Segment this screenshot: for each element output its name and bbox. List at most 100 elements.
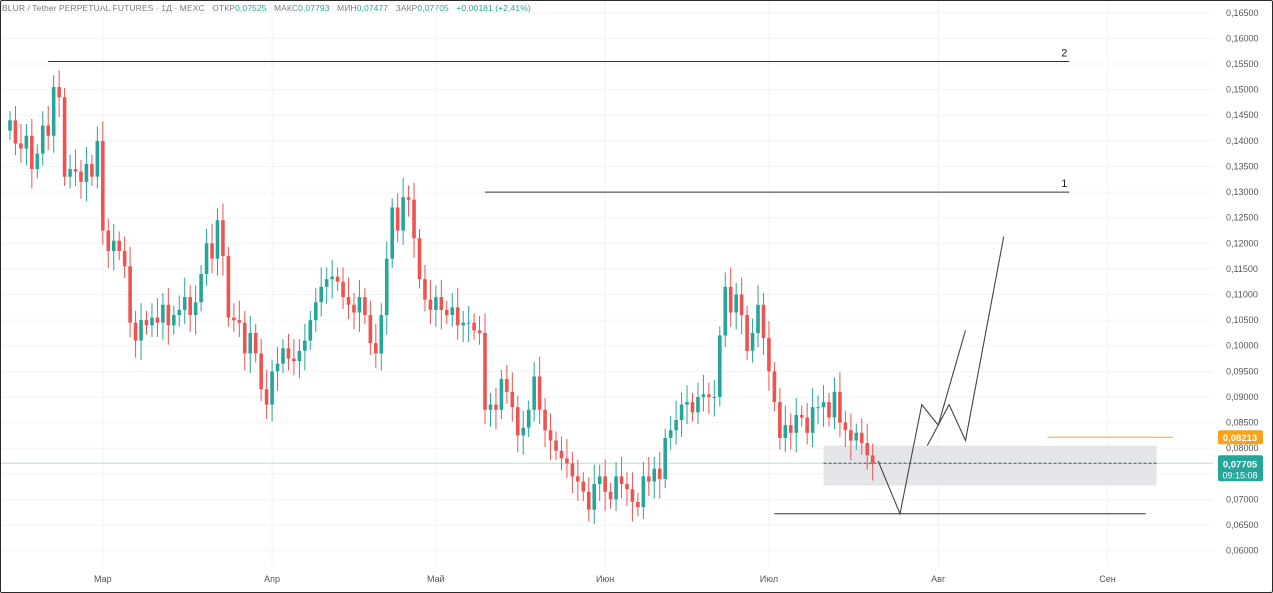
candle-body xyxy=(450,307,455,316)
candle-body xyxy=(384,258,389,316)
candle-body xyxy=(308,320,313,341)
last-price-tag xyxy=(1218,455,1263,482)
candle-body xyxy=(849,430,853,441)
candle-body xyxy=(570,463,575,477)
candle-body xyxy=(679,404,684,421)
candle-body xyxy=(499,379,504,410)
x-axis-tick: Авг xyxy=(931,574,946,584)
candle-body xyxy=(24,135,29,149)
candle-body xyxy=(84,163,89,182)
candle-body xyxy=(526,409,531,428)
x-axis-tick: Июл xyxy=(760,574,778,584)
candle-body xyxy=(745,315,749,351)
candle-body xyxy=(767,338,771,372)
candle-body xyxy=(199,274,203,303)
projection-path-2 xyxy=(926,236,1005,446)
candle-body xyxy=(477,330,482,333)
projection-path xyxy=(877,330,967,516)
candle-body xyxy=(532,376,536,410)
candle-body xyxy=(565,458,569,464)
candle-body xyxy=(155,317,160,323)
candle-body xyxy=(505,379,509,392)
candle-body xyxy=(346,297,351,305)
candle-body xyxy=(330,276,334,280)
candle-body xyxy=(603,476,607,492)
candle-body xyxy=(275,363,280,372)
candle-body xyxy=(559,450,564,459)
y-axis-tick: 0,06000 xyxy=(1226,546,1259,556)
candle-body xyxy=(592,484,597,510)
candle-body xyxy=(543,409,547,431)
y-axis-tick: 0,10500 xyxy=(1226,315,1259,325)
candle-body xyxy=(515,407,520,436)
candle-body xyxy=(390,207,394,259)
candle-body xyxy=(701,394,706,397)
candle-body xyxy=(150,317,154,326)
candle-body xyxy=(581,481,586,492)
candle-body xyxy=(718,335,722,397)
candle-body xyxy=(35,153,40,170)
support-zone xyxy=(823,445,1157,486)
candle-body xyxy=(799,414,804,418)
candle-body xyxy=(537,376,542,410)
close-value: 0,07705 xyxy=(417,3,449,13)
candle-body xyxy=(445,309,449,316)
candle-body xyxy=(79,171,83,182)
candle-body xyxy=(690,402,695,413)
candle-body xyxy=(259,353,263,390)
candle-body xyxy=(297,350,302,362)
candle-body xyxy=(455,307,460,326)
y-axis-tick: 0,13500 xyxy=(1226,161,1259,171)
candle-body xyxy=(810,407,815,433)
candle-body xyxy=(193,302,198,316)
candle-body xyxy=(237,320,242,323)
candle-body xyxy=(379,315,384,354)
candle-body xyxy=(51,87,56,136)
candle-body xyxy=(221,220,225,257)
candle-body xyxy=(712,396,717,398)
candle-body xyxy=(363,297,367,316)
alert-price-label: 0,08213 xyxy=(1223,433,1257,444)
candle-body xyxy=(374,343,378,354)
y-axis-tick: 0,12000 xyxy=(1226,238,1259,248)
candle-body xyxy=(838,391,842,423)
candle-body xyxy=(772,371,777,403)
candle-body xyxy=(341,281,345,298)
low-value: 0,07477 xyxy=(356,3,389,13)
candle-body xyxy=(428,299,433,310)
last-price-label: 0,07705 xyxy=(1223,459,1258,470)
y-axis-tick: 0,11500 xyxy=(1226,264,1258,274)
close-label: ЗАКР xyxy=(395,3,418,13)
candle-body xyxy=(794,414,799,433)
x-axis-tick: Май xyxy=(427,574,445,584)
countdown-label: 09:15:08 xyxy=(1222,470,1257,480)
candle-body xyxy=(73,169,78,172)
candle-body xyxy=(674,420,678,431)
level-label: 2 xyxy=(1061,47,1067,59)
candle-body xyxy=(423,279,427,300)
candle-body xyxy=(619,476,624,485)
candle-body xyxy=(728,286,733,313)
candle-body xyxy=(614,476,618,500)
y-axis-tick: 0,14000 xyxy=(1226,136,1259,146)
candle-body xyxy=(62,97,67,177)
candle-body xyxy=(521,427,526,436)
y-axis-tick: 0,11000 xyxy=(1226,290,1258,300)
candle-body xyxy=(286,348,291,359)
candle-body xyxy=(226,256,231,318)
alert-price-tag xyxy=(1218,430,1263,445)
candle-body xyxy=(352,304,356,313)
candle-body xyxy=(816,407,820,409)
level-label: 1 xyxy=(1061,178,1067,190)
candle-body xyxy=(696,396,700,413)
candle-body xyxy=(466,322,471,324)
y-axis-tick: 0,15000 xyxy=(1226,85,1259,95)
candle-body xyxy=(630,489,635,502)
candle-body xyxy=(313,302,318,321)
candle-body xyxy=(472,322,476,331)
y-axis-tick: 0,07000 xyxy=(1226,494,1259,504)
candle-body xyxy=(172,315,176,326)
candle-body xyxy=(843,422,848,431)
